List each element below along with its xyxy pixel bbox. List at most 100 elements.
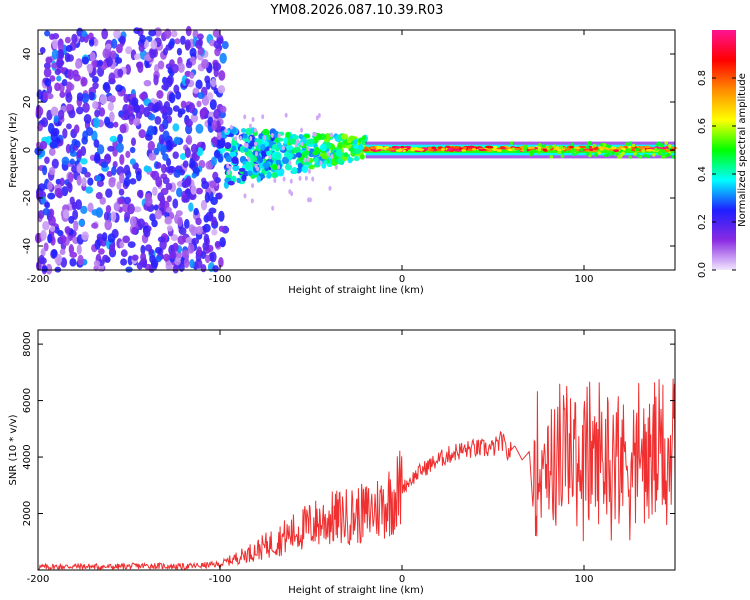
spectrogram-cell <box>103 211 110 221</box>
spectrogram-cell <box>95 175 102 182</box>
spectrogram-cell <box>467 148 472 152</box>
spectrogram-cell <box>169 38 176 46</box>
spectrogram-cell <box>300 127 304 133</box>
spectrogram-cell <box>119 154 125 165</box>
spectrogram-cell <box>216 192 223 200</box>
spectrogram-cell <box>216 130 222 140</box>
spectrogram-cell <box>88 37 95 47</box>
spectrogram-cell <box>125 46 133 55</box>
spectrogram-cell <box>607 144 612 149</box>
spectrogram-cell <box>204 191 210 203</box>
spectrogram-cell <box>661 152 666 156</box>
spectrogram-cell <box>47 233 53 244</box>
spectrogram-cell <box>66 182 72 189</box>
spectrogram-cell <box>76 163 83 174</box>
spectrogram-cell <box>195 39 203 50</box>
spectrogram-cell <box>102 48 110 59</box>
spectrogram-cell <box>212 136 218 148</box>
spectrogram-cell <box>83 114 92 124</box>
spectrogram-cell <box>467 145 475 149</box>
spectrogram-cell <box>242 133 248 139</box>
spectrogram-cell <box>205 79 211 90</box>
spectrogram-cell <box>211 120 218 131</box>
spectrogram-cell <box>59 248 66 255</box>
spectrogram-cell <box>96 144 105 155</box>
snr-frame <box>37 329 676 571</box>
spectrogram-cell <box>395 149 403 152</box>
spectrogram-cell <box>296 138 300 144</box>
colorbar-tick-label: 0.6 <box>697 118 708 134</box>
spectrogram-cell <box>75 59 82 70</box>
spectrogram-cell <box>288 160 292 166</box>
spectrogram-cell <box>68 244 74 255</box>
spectrogram-cell <box>44 156 50 165</box>
spectrogram-cell <box>174 257 181 266</box>
spectrogram-cell <box>205 211 214 222</box>
spectrogram-cell <box>53 114 59 124</box>
spectrogram-cell <box>155 161 162 169</box>
spectrogram-cell <box>208 207 217 214</box>
spectrogram-cell <box>135 170 142 182</box>
spectrogram-cell <box>119 172 125 184</box>
spectrogram-cell <box>188 202 194 212</box>
spectrogram-cell <box>287 152 293 160</box>
spectrogram-cell <box>196 100 202 108</box>
spectrogram-cell <box>52 38 59 50</box>
spectrogram-cell <box>59 91 66 99</box>
spectrogram-cell <box>76 175 82 186</box>
spectrogram-cell <box>671 155 676 159</box>
spectrogram-cell <box>95 192 103 200</box>
spectrogram-cell <box>337 141 343 150</box>
spectrogram-cell <box>429 148 434 152</box>
spectrogram-cell <box>319 143 328 152</box>
spectrogram-cell <box>66 81 73 92</box>
spectrogram-cell <box>44 30 51 37</box>
spectrogram-cell <box>277 164 281 170</box>
spectrogram-cell <box>184 39 191 51</box>
spectrogram-cell <box>212 61 219 72</box>
spectrogram-cell <box>125 64 131 75</box>
spectrogram-cell <box>210 156 218 167</box>
spectrogram-cell <box>213 149 221 159</box>
spectrogram-cell <box>162 48 168 56</box>
spectrogram-cell <box>598 146 603 149</box>
spectrogram-cell <box>283 137 289 145</box>
spectrogram-cell <box>56 75 62 82</box>
spectrogram-cell <box>92 100 99 110</box>
spectrogram-cell <box>72 209 79 220</box>
spectrogram-cell <box>529 146 536 150</box>
spectrogram-cell <box>93 139 100 148</box>
spectrogram-cell <box>117 133 123 144</box>
spectrogram-cell <box>153 74 159 86</box>
spectrogram-cell <box>410 147 416 150</box>
spectrogram-cell <box>261 150 267 157</box>
spectrogram-cell <box>254 151 258 157</box>
spectrogram-cell <box>76 92 84 102</box>
spectrogram-cell <box>81 56 89 65</box>
spectrogram-cell <box>202 223 211 233</box>
spectrogram-cell <box>532 149 537 153</box>
spectrogram-cell <box>231 145 237 152</box>
spectrogram-cell <box>105 56 113 67</box>
chart-title: YM08.2026.087.10.39.R03 <box>270 3 444 18</box>
spectrogram-cell <box>43 67 52 78</box>
spectrogram-cell <box>652 152 656 157</box>
spectrogram-cell <box>300 141 304 147</box>
snr-y-tick-label: 4000 <box>22 444 33 469</box>
spectrogram-cell <box>54 82 61 92</box>
spectrogram-cell <box>127 255 133 266</box>
spectrogram-cell <box>101 28 109 40</box>
spectrogram-cell <box>51 249 58 259</box>
snr-y-tick-label: 2000 <box>22 501 33 526</box>
spectrogram-cell <box>88 91 95 101</box>
spectrogram-cell <box>308 164 315 170</box>
spectrogram-cell <box>552 144 557 149</box>
spectrogram-cells <box>34 25 678 275</box>
spectrogram-cell <box>116 181 122 190</box>
spectrogram-cell <box>35 106 44 117</box>
spectrogram-cell <box>184 188 192 195</box>
spectrogram-cell <box>628 155 633 159</box>
spectrogram-cell <box>166 76 173 88</box>
spectrogram-cell <box>354 148 361 155</box>
